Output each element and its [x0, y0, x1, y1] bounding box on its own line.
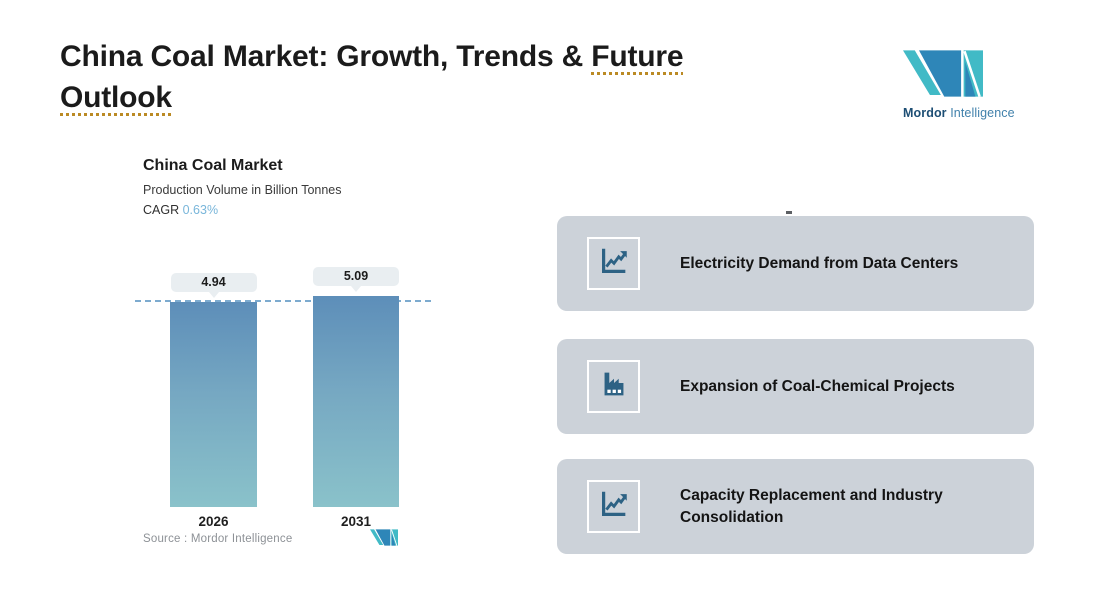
brand-name-bold: Mordor [903, 106, 947, 120]
chart-source: Source : Mordor Intelligence [143, 533, 293, 545]
bar-2031: 5.09 2031 [313, 267, 399, 529]
driver-label: Electricity Demand from Data Centers [680, 254, 959, 272]
bar-chart-panel: China Coal Market Production Volume in B… [130, 150, 442, 570]
bar-value-label-2031: 5.09 [313, 267, 399, 292]
brand-logo: Mordor Intelligence [903, 50, 1023, 120]
reference-line [135, 300, 431, 302]
chart-title: China Coal Market [143, 157, 283, 174]
driver-icon-box [587, 360, 640, 413]
x-axis-label-2031: 2031 [340, 514, 372, 529]
line-chart-up-icon [597, 487, 631, 526]
line-chart-up-icon [597, 244, 631, 283]
x-axis-label-2026: 2026 [198, 514, 229, 529]
driver-card-capacity-replacement: Capacity Replacement and Industry Consol… [557, 459, 1034, 554]
driver-label: Capacity Replacement and Industry Consol… [680, 486, 943, 526]
bar-2026: 4.94 2026 [170, 273, 257, 529]
cropped-text-artifact [786, 211, 792, 214]
brand-wordmark: Mordor Intelligence [903, 106, 1023, 120]
cagr-label: CAGR [143, 203, 180, 217]
chart-subtitle: Production Volume in Billion Tonnes [143, 183, 342, 197]
brand-name-light: Intelligence [946, 106, 1015, 120]
driver-icon-box [587, 237, 640, 290]
driver-card-electricity-demand: Electricity Demand from Data Centers [557, 216, 1034, 311]
mordor-intelligence-logo-icon [903, 50, 983, 101]
bar-value-label-2026: 4.94 [170, 273, 257, 298]
page-title-plain: China Coal Market: Growth, Trends & [60, 40, 592, 73]
mordor-intelligence-mini-logo-icon [370, 529, 398, 551]
driver-icon-box [587, 480, 640, 533]
factory-icon [597, 367, 631, 406]
chart-cagr-row: CAGR 0.63% [143, 203, 218, 217]
driver-card-coal-chemical: Expansion of Coal-Chemical Projects [557, 339, 1034, 434]
driver-label: Expansion of Coal-Chemical Projects [680, 377, 955, 395]
cagr-value: 0.63% [182, 203, 219, 217]
page-title: China Coal Market: Growth, Trends & Futu… [60, 36, 780, 118]
page-title-underlined: Future Outlook [60, 40, 684, 114]
